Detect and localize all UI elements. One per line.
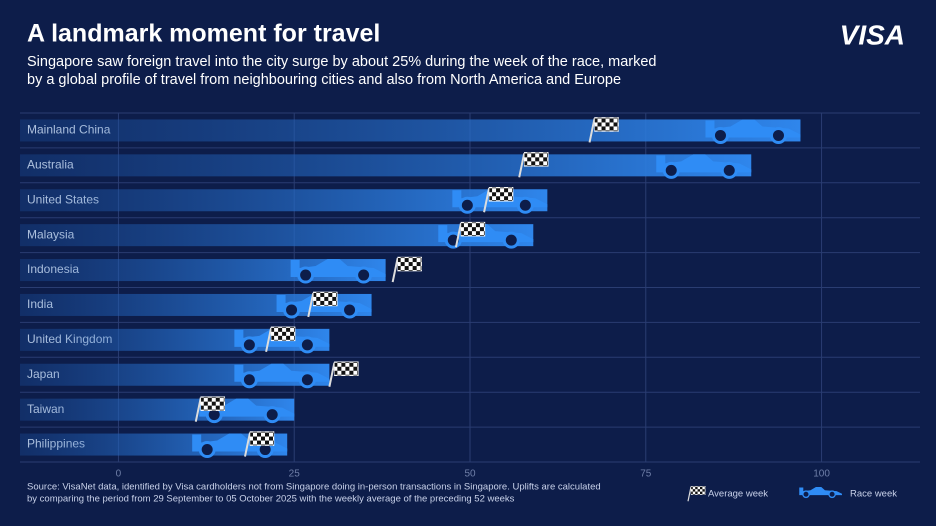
race-car [438,224,534,249]
chart-title: A landmark moment for travel [27,20,380,48]
flag-pole [454,222,462,248]
flag-cloth [488,187,514,202]
legend-label: Average week [708,489,768,500]
flag-pole [244,432,251,457]
source: by comparing the period from 29 Septembe… [27,494,515,505]
flag-cloth [690,486,706,495]
wheel [720,161,738,179]
x-tick-label: 100 [813,469,830,480]
x-tick-label: 50 [464,469,476,480]
wheel [458,196,476,214]
flag-pole [687,486,692,502]
wheel [283,301,301,319]
average-flag [518,152,549,178]
average-flag [588,117,619,143]
flag-pole [265,327,273,353]
average-flag [194,396,226,422]
flag-cloth [397,256,422,272]
legend-label: Race week [850,489,897,500]
flag-cloth [523,152,549,167]
flag-pole [194,397,202,422]
race-car [656,154,752,179]
x-tick-label: 0 [116,469,122,480]
subtitle: by a global profile of travel from neigh… [27,72,621,88]
source: Source: VisaNet data, identified by Visa… [27,482,601,493]
bar [20,224,534,247]
race-car [234,363,330,389]
race-car [290,259,386,284]
wheel [662,161,680,179]
wheel [263,406,281,424]
legend-flag-icon [687,486,706,502]
flag-pole [391,257,399,283]
wheel [516,196,534,214]
average-flag [265,326,296,353]
flag-cloth [334,361,359,376]
wheel [341,301,359,319]
flag-pole [483,188,491,213]
average-flag [391,256,422,283]
average-flag [307,291,338,318]
wheel [769,126,787,144]
average-flag [483,187,514,213]
x-tick-label: 25 [289,469,301,480]
bar [20,189,548,212]
flag-cloth [200,396,226,411]
logo: VISA [840,19,905,50]
bar [20,119,801,142]
legend-car-icon [799,487,842,499]
wheel [198,441,216,459]
average-flag [244,431,275,457]
flag-cloth [460,221,486,237]
wheel [711,126,729,144]
average-flag [454,221,486,248]
wheel [240,336,258,354]
flag-cloth [313,291,338,307]
average-flag [328,361,359,387]
flag-pole [588,118,596,143]
wheel [502,231,520,249]
wheel [355,266,373,284]
wheel [802,490,810,499]
flag-pole [307,292,315,318]
race-car [199,398,295,424]
race-car [705,119,801,144]
bar [20,154,752,177]
wheel [828,490,836,499]
flag-cloth [594,117,619,132]
wheel [297,266,315,284]
flag-pole [328,362,336,387]
wheel [298,371,316,389]
wheel [298,336,316,354]
x-tick-label: 75 [640,469,652,480]
subtitle: Singapore saw foreign travel into the ci… [27,54,657,70]
flag-cloth [249,431,275,446]
wheel [240,371,258,389]
flag-cloth [270,326,296,342]
flag-pole [518,153,526,178]
